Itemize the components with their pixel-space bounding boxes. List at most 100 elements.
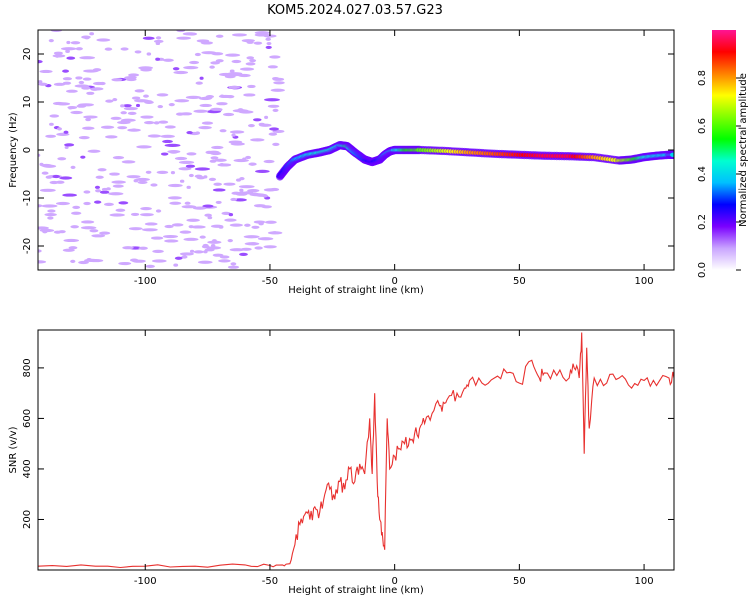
snr-frame — [37, 329, 675, 571]
y-tick-label: 20 — [22, 48, 33, 61]
noise-blob — [228, 213, 234, 217]
noise-blob — [49, 114, 60, 118]
noise-blob — [179, 252, 194, 256]
noise-blob — [95, 189, 101, 193]
x-tick-label: -100 — [134, 276, 157, 287]
noise-blob — [123, 106, 138, 111]
noise-blob — [264, 115, 269, 120]
noise-blob — [201, 245, 210, 249]
noise-blob — [272, 76, 280, 81]
noise-blob — [74, 84, 90, 88]
noise-blob — [228, 85, 240, 89]
noise-blob — [122, 246, 134, 250]
noise-blob — [192, 206, 207, 210]
noise-blob — [186, 32, 198, 36]
noise-blob — [205, 150, 213, 154]
noise-blob — [232, 33, 247, 37]
noise-blob — [85, 117, 91, 122]
noise-blob — [248, 123, 255, 128]
noise-blob — [229, 130, 245, 134]
noise-blob — [264, 220, 277, 224]
noise-blob — [247, 189, 260, 193]
noise-blob — [258, 122, 265, 126]
noise-blob — [264, 98, 280, 102]
noise-blob — [78, 136, 90, 140]
noise-blob — [239, 67, 255, 71]
noise-blob — [184, 201, 191, 205]
colorbar-tick-label: 0.8 — [697, 70, 708, 86]
noise-blob — [229, 223, 243, 227]
noise-blob — [66, 56, 76, 60]
noise-blob — [52, 174, 60, 179]
noise-blob — [62, 77, 73, 81]
noise-blob — [194, 174, 203, 178]
noise-blob — [70, 165, 76, 169]
snr-panel: -100 -50 0 50 100 200 400 600 800 Height of str… — [8, 329, 675, 596]
noise-blob — [185, 95, 202, 99]
noise-blob — [108, 192, 124, 196]
noise-blob — [97, 168, 107, 172]
noise-blob — [38, 153, 41, 157]
noise-blob — [120, 118, 136, 122]
x-tick-label: 50 — [513, 576, 526, 587]
noise-blob — [240, 247, 252, 251]
noise-blob — [115, 208, 126, 212]
noise-blob — [135, 103, 141, 108]
track-point — [670, 152, 674, 157]
noise-blob — [143, 121, 155, 125]
noise-blob — [82, 126, 95, 130]
noise-blob — [269, 187, 280, 192]
noise-blob — [273, 81, 285, 85]
noise-blob — [208, 177, 217, 181]
noise-blob — [105, 135, 118, 139]
noise-blob — [268, 132, 278, 136]
noise-blob — [233, 158, 249, 163]
noise-blob — [181, 205, 197, 209]
noise-blob — [214, 158, 227, 162]
noise-blob — [111, 78, 123, 82]
noise-blob — [53, 51, 63, 55]
noise-blob — [239, 252, 248, 256]
noise-blob — [80, 226, 97, 230]
noise-blob — [160, 134, 175, 138]
noise-blob — [172, 67, 180, 71]
noise-blob — [238, 110, 254, 114]
noise-blob — [120, 47, 129, 51]
noise-blob — [155, 57, 161, 61]
noise-blob — [230, 142, 245, 146]
noise-blob — [140, 115, 154, 119]
noise-blob — [265, 37, 272, 41]
noise-blob — [230, 197, 238, 202]
noise-blob — [89, 32, 95, 36]
noise-blob — [140, 213, 154, 217]
noise-blob — [181, 255, 188, 259]
noise-blob — [78, 260, 89, 265]
noise-blob — [223, 182, 236, 186]
noise-blob — [254, 246, 263, 250]
noise-blob — [105, 99, 114, 103]
noise-blob — [65, 49, 70, 54]
noise-blob — [193, 250, 204, 254]
noise-blob — [112, 184, 124, 188]
snr-y-label: SNR (v/v) — [8, 426, 19, 473]
noise-blob — [245, 155, 252, 160]
noise-blob — [198, 126, 212, 130]
noise-blob — [243, 93, 256, 97]
noise-blob — [131, 96, 141, 100]
noise-blob — [70, 110, 83, 115]
noise-blob — [141, 228, 158, 232]
noise-blob — [271, 231, 278, 235]
noise-blob — [167, 183, 183, 188]
colorbar-tick-label: 0.0 — [697, 262, 708, 278]
noise-blob — [150, 183, 158, 187]
noise-blob — [118, 261, 132, 266]
noise-blob — [111, 180, 126, 184]
noise-blob — [199, 103, 212, 108]
y-tick-label: -20 — [22, 238, 33, 254]
noise-blob — [39, 69, 53, 74]
noise-blob — [254, 33, 270, 37]
noise-blob — [83, 201, 91, 206]
noise-blob — [266, 41, 272, 46]
